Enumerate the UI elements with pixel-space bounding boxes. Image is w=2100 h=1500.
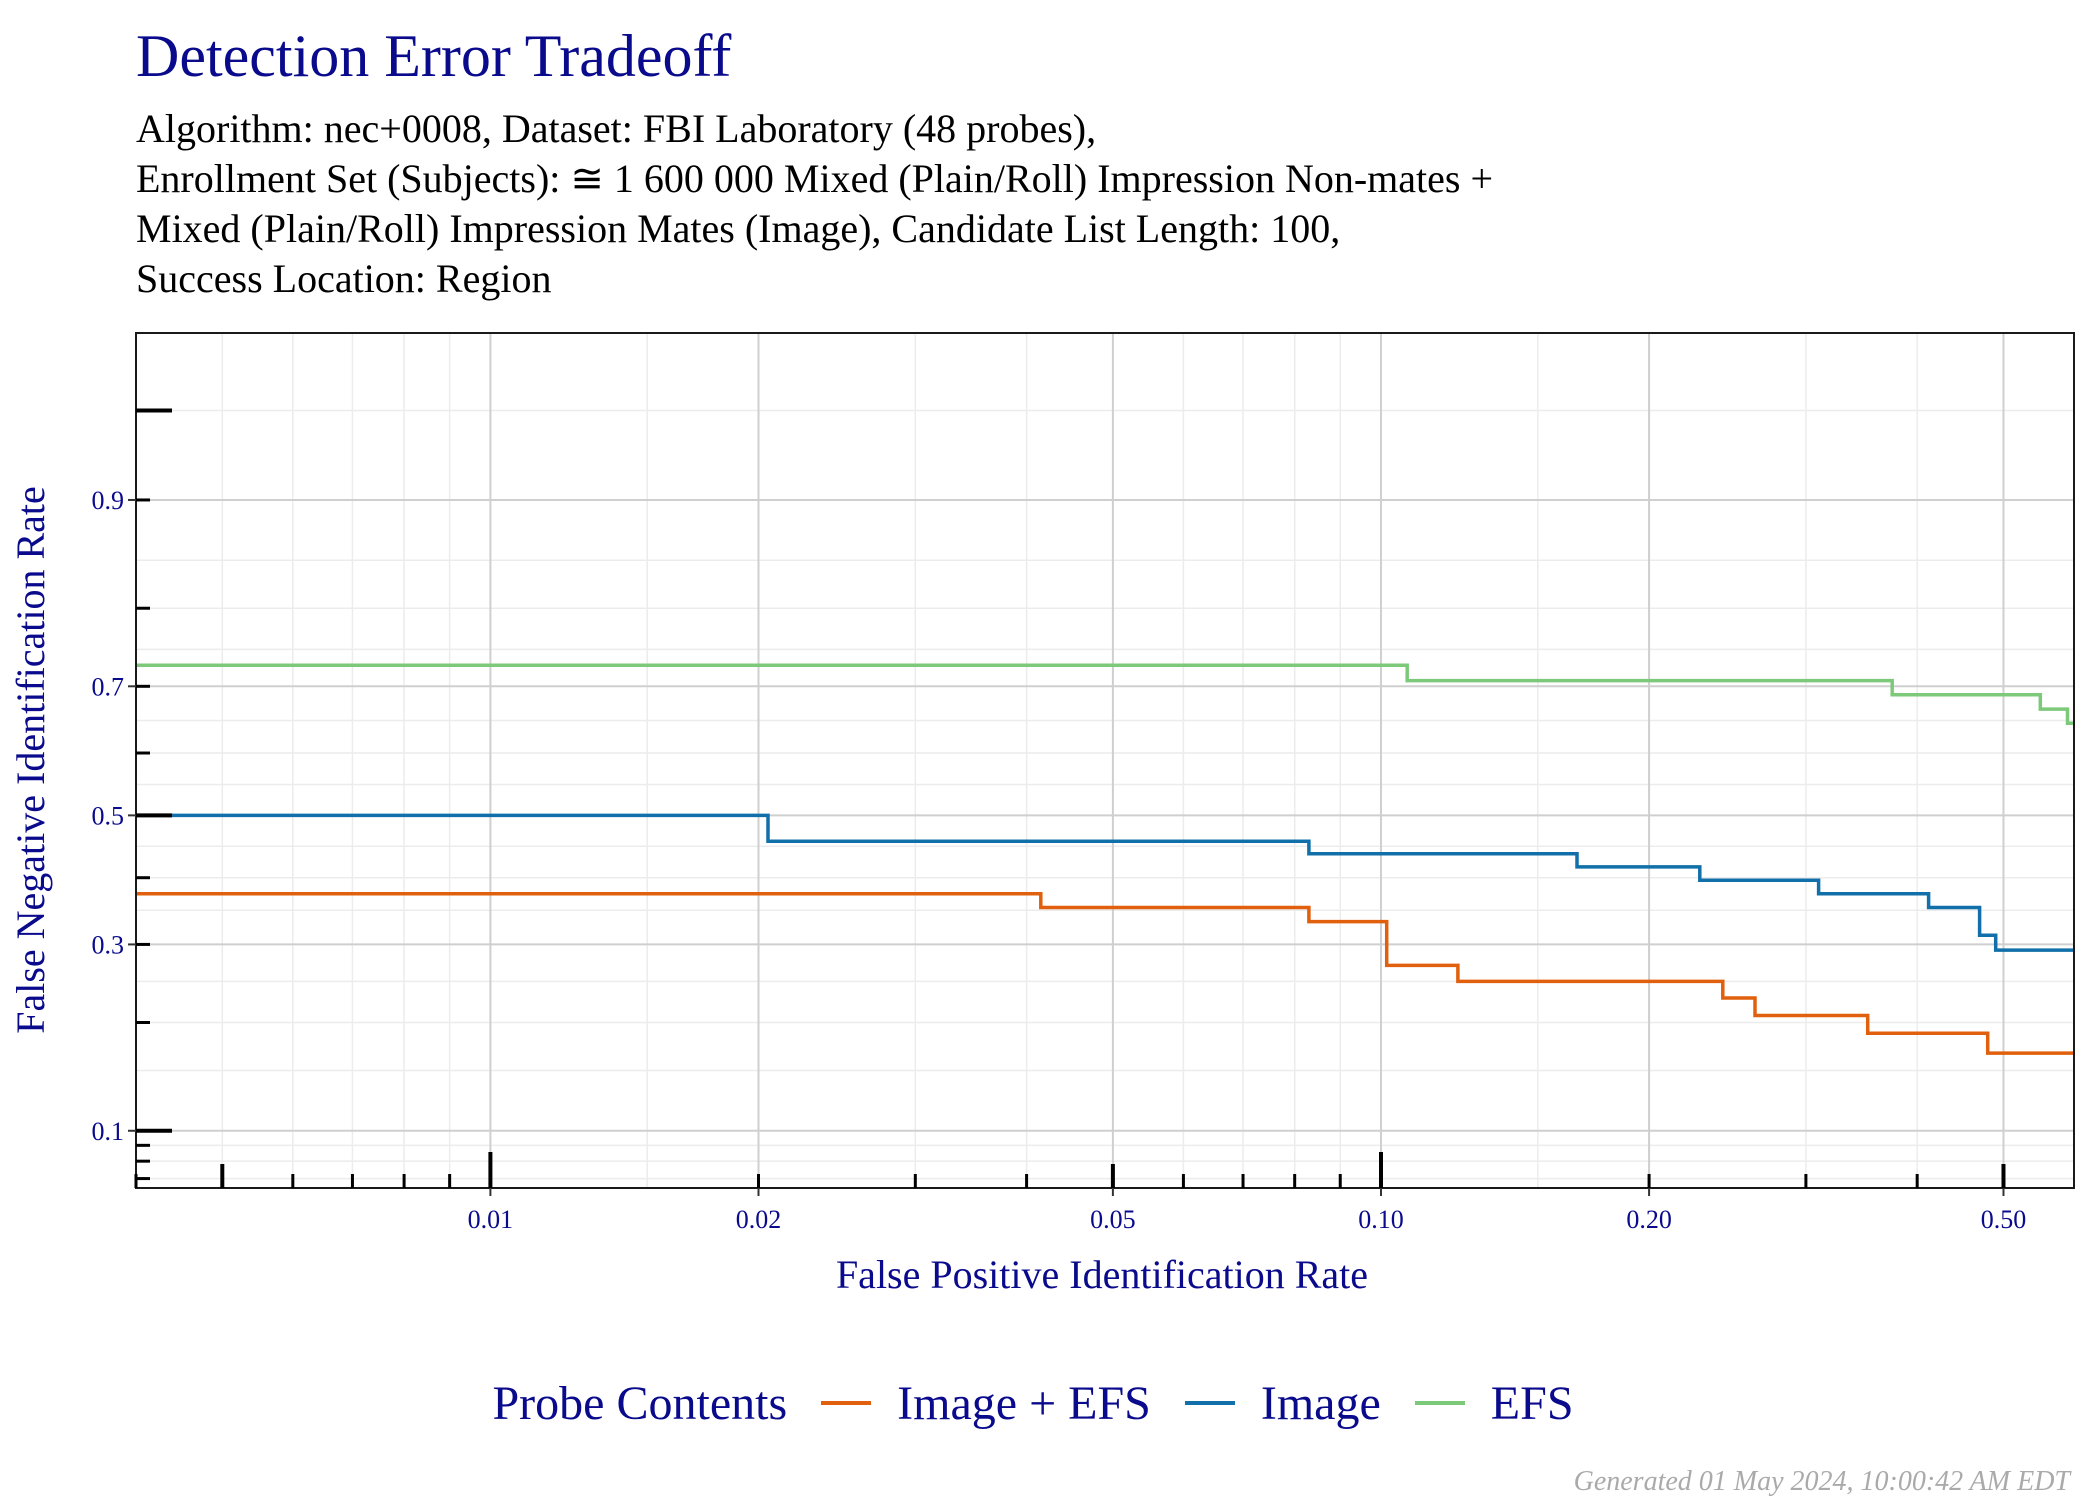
- axis-rug-ticks: [128, 408, 2006, 1196]
- series-line-0: [136, 892, 2074, 1055]
- x-tick-label: 0.10: [1358, 1205, 1404, 1234]
- series-layer: [136, 663, 2074, 1055]
- subtitle-line: Mixed (Plain/Roll) Impression Mates (Ima…: [136, 206, 1341, 251]
- y-axis-title: False Negative Identification Rate: [8, 486, 53, 1034]
- legend-label: EFS: [1490, 1376, 1574, 1430]
- series-line-1: [136, 813, 2074, 952]
- y-tick-labels: 0.1 0.3 0.5 0.7 0.9: [92, 486, 125, 1146]
- legend-key-line: [1184, 1401, 1235, 1405]
- legend-item-image: Image: [1184, 1376, 1381, 1431]
- subtitle-line: Success Location: Region: [136, 256, 552, 301]
- x-tick-label: 0.50: [1981, 1205, 2027, 1234]
- y-tick-label: 0.3: [92, 930, 125, 959]
- x-tick-label: 0.20: [1626, 1205, 1672, 1234]
- legend: Probe Contents Image + EFS Image EFS: [0, 1368, 2100, 1438]
- y-tick-label: 0.5: [92, 801, 125, 830]
- legend-title: Probe Contents: [492, 1376, 788, 1430]
- chart-title: Detection Error Tradeoff: [136, 23, 732, 89]
- plot-border: [135, 332, 2075, 1189]
- x-axis-title: False Positive Identification Rate: [836, 1252, 1368, 1297]
- legend-label: Image: [1260, 1376, 1381, 1430]
- series-line-2: [136, 663, 2074, 725]
- legend-item-efs: EFS: [1414, 1376, 1574, 1431]
- legend-key-line: [821, 1401, 872, 1405]
- legend-label: Image + EFS: [897, 1376, 1151, 1430]
- y-tick-label: 0.7: [92, 672, 125, 701]
- subtitle-line: Algorithm: nec+0008, Dataset: FBI Labora…: [136, 106, 1097, 151]
- generated-timestamp: Generated 01 May 2024, 10:00:42 AM EDT: [1573, 1466, 2070, 1497]
- major-gridlines: [136, 333, 2074, 1188]
- chart-subtitle: Algorithm: nec+0008, Dataset: FBI Labora…: [136, 104, 1493, 304]
- minor-gridlines: [135, 333, 2075, 1188]
- legend-key-line: [1414, 1401, 1465, 1405]
- legend-item-image-efs: Image + EFS: [821, 1376, 1151, 1431]
- x-tick-label: 0.02: [736, 1205, 782, 1234]
- x-tick-label: 0.05: [1090, 1205, 1136, 1234]
- y-tick-label: 0.9: [92, 486, 125, 515]
- x-tick-labels: 0.01 0.02 0.05 0.10 0.20 0.50: [468, 1205, 2027, 1234]
- subtitle-line: Enrollment Set (Subjects): ≅ 1 600 000 M…: [136, 156, 1494, 201]
- y-tick-label: 0.1: [92, 1117, 125, 1146]
- x-tick-label: 0.01: [468, 1205, 514, 1234]
